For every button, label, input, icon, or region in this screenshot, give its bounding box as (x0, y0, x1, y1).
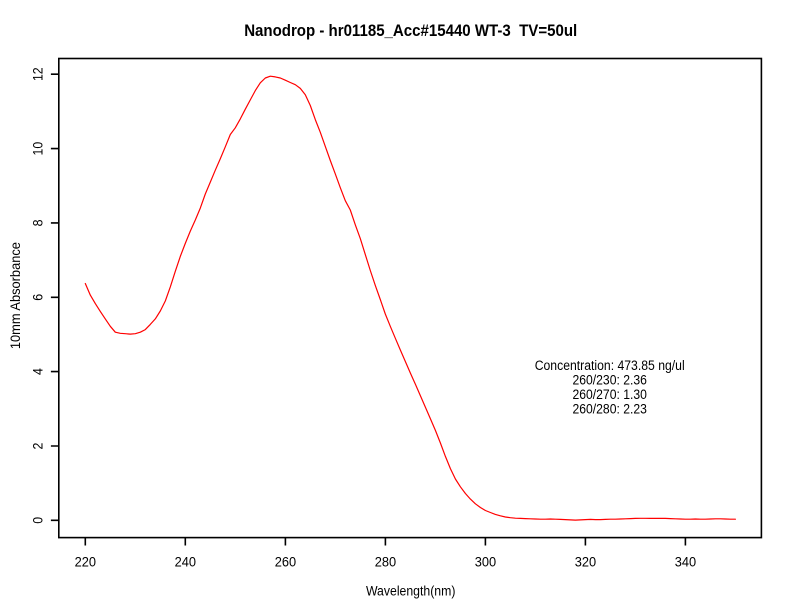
svg-text:Nanodrop - hr01185_Acc#15440 W: Nanodrop - hr01185_Acc#15440 WT-3 TV=50u… (244, 22, 577, 40)
svg-text:340: 340 (675, 554, 696, 569)
svg-text:260/280: 2.23: 260/280: 2.23 (573, 402, 647, 417)
svg-text:4: 4 (31, 368, 46, 375)
svg-text:2: 2 (31, 443, 46, 450)
svg-text:0: 0 (31, 517, 46, 524)
svg-text:12: 12 (31, 67, 46, 81)
svg-text:10mm Absorbance: 10mm Absorbance (8, 242, 23, 349)
svg-text:240: 240 (175, 554, 196, 569)
svg-text:Wavelength(nm): Wavelength(nm) (366, 583, 456, 598)
svg-text:Concentration: 473.85 ng/ul: Concentration: 473.85 ng/ul (535, 358, 685, 373)
svg-text:300: 300 (475, 554, 496, 569)
svg-text:8: 8 (31, 219, 46, 226)
svg-text:220: 220 (75, 554, 96, 569)
svg-text:260: 260 (275, 554, 296, 569)
svg-text:320: 320 (575, 554, 596, 569)
svg-text:260/230: 2.36: 260/230: 2.36 (573, 373, 647, 388)
svg-text:6: 6 (31, 294, 46, 301)
svg-text:260/270: 1.30: 260/270: 1.30 (573, 387, 647, 402)
svg-text:280: 280 (375, 554, 396, 569)
svg-text:10: 10 (31, 142, 46, 156)
